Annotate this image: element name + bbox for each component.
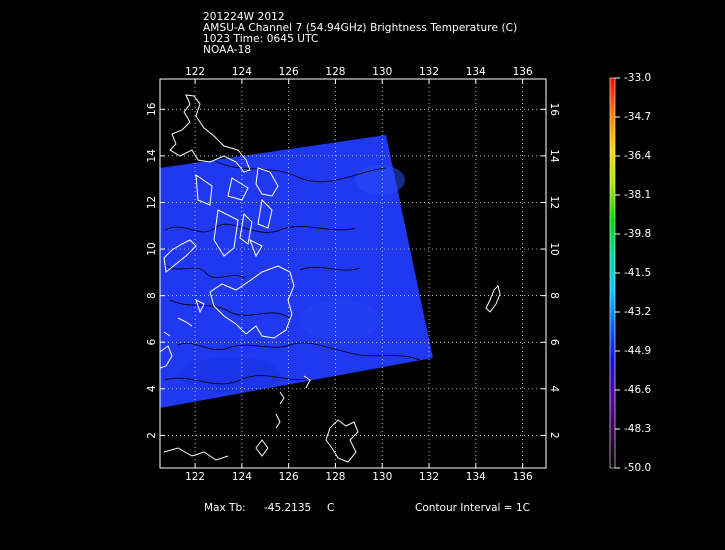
image-title-time: 1023 Time: 0645 UTC xyxy=(203,33,319,45)
max-tb-unit: C xyxy=(327,502,335,514)
contour-interval: Contour Interval = 1C xyxy=(415,502,530,514)
contour-line xyxy=(199,149,387,183)
lat-label-right: 8 xyxy=(548,292,560,299)
coastlines xyxy=(160,94,501,463)
colorbar-label: -38.1 xyxy=(624,189,652,201)
satellite-swath xyxy=(160,135,433,408)
lon-label-top: 136 xyxy=(513,66,533,78)
colorbar-ticks xyxy=(615,77,620,469)
image-title-satellite: NOAA-18 xyxy=(203,44,252,56)
lon-label-bottom: 136 xyxy=(513,471,533,483)
lat-label-right: 2 xyxy=(548,432,560,439)
contour-line xyxy=(299,266,361,271)
colorbar-label: -39.8 xyxy=(624,228,652,240)
lat-label-left: 6 xyxy=(146,339,158,346)
lat-label-right: 14 xyxy=(548,149,560,163)
lon-label-top: 132 xyxy=(419,66,439,78)
swath-warm-patch xyxy=(355,165,405,195)
coastline-mindoro xyxy=(195,173,213,206)
lat-label-left: 16 xyxy=(146,102,158,116)
contour-line xyxy=(169,299,291,319)
contour-lines xyxy=(164,149,421,385)
lat-label-right: 4 xyxy=(548,385,560,392)
coastline-islet xyxy=(195,299,205,314)
colorbar-label: -36.4 xyxy=(624,150,652,162)
lat-label-left: 14 xyxy=(146,149,158,163)
colorbar-label: -41.5 xyxy=(624,267,652,279)
lon-label-bottom: 132 xyxy=(419,471,439,483)
colorbar-label: -43.2 xyxy=(624,306,652,318)
coastline-panay-negros xyxy=(213,209,239,257)
lon-label-top: 126 xyxy=(279,66,299,78)
coastline-samar xyxy=(255,167,279,197)
coastline-cebu xyxy=(239,212,253,245)
lat-label-left: 10 xyxy=(146,242,158,255)
colorbar-label: -46.6 xyxy=(624,384,652,396)
lon-label-bottom: 134 xyxy=(466,471,486,483)
lat-label-right: 16 xyxy=(548,103,560,117)
max-tb-value: -45.2135 xyxy=(264,502,312,514)
contour-line xyxy=(164,264,246,279)
lat-label-left: 4 xyxy=(146,385,158,392)
graticule xyxy=(160,79,546,468)
lat-label-right: 12 xyxy=(548,196,560,209)
lat-label-left: 8 xyxy=(146,292,158,299)
coastline-borneo xyxy=(160,345,173,369)
coastline-halmahera xyxy=(325,419,359,463)
coastline-palau xyxy=(485,285,501,313)
coastline-islet xyxy=(275,413,281,429)
coastline-sangihe xyxy=(303,375,311,389)
coastline-palawan xyxy=(163,239,197,273)
colorbar-label: -34.7 xyxy=(624,111,652,123)
lat-label-left: 2 xyxy=(146,432,158,439)
contour-line xyxy=(164,375,311,385)
map-axes: 1221221241241261261281281301301321321341… xyxy=(146,66,560,483)
map-frame xyxy=(159,78,547,469)
lon-label-top: 122 xyxy=(185,66,205,78)
image-title-product: AMSU-A Channel 7 (54.94GHz) Brightness T… xyxy=(203,22,518,34)
lat-label-right: 6 xyxy=(548,339,560,346)
image-title-date: 201224W 2012 xyxy=(203,11,285,23)
coastline-sulawesi-north xyxy=(163,447,229,461)
coastline-bohol xyxy=(249,238,263,258)
contour-line xyxy=(164,223,356,233)
lon-label-bottom: 126 xyxy=(279,471,299,483)
lon-label-top: 124 xyxy=(232,66,252,78)
lon-label-top: 130 xyxy=(372,66,392,78)
coastline-mindanao xyxy=(209,265,295,339)
coastline-leyte xyxy=(257,198,273,229)
lon-label-bottom: 130 xyxy=(372,471,392,483)
swath-warm-patch xyxy=(300,300,380,340)
colorbar-label: -50.0 xyxy=(624,462,652,474)
coastline-sulu xyxy=(177,317,193,327)
lon-label-bottom: 124 xyxy=(232,471,252,483)
swath-layer xyxy=(160,135,433,408)
swath-cool-patch xyxy=(180,357,280,393)
lat-label-right: 10 xyxy=(548,242,560,255)
colorbar-label: -44.9 xyxy=(624,345,652,357)
lat-label-left: 12 xyxy=(146,196,158,209)
colorbar-label: -48.3 xyxy=(624,423,652,435)
lon-label-top: 128 xyxy=(325,66,345,78)
lon-label-bottom: 128 xyxy=(325,471,345,483)
lon-label-bottom: 122 xyxy=(185,471,205,483)
colorbar xyxy=(609,77,616,469)
coastline-sulu xyxy=(163,331,171,337)
coastline-islet xyxy=(279,391,285,405)
coastline-sulawesi-north xyxy=(255,439,269,457)
max-tb-label: Max Tb: xyxy=(204,502,246,514)
lon-label-top: 134 xyxy=(466,66,486,78)
contour-line xyxy=(177,342,421,361)
colorbar-label: -33.0 xyxy=(624,72,652,84)
